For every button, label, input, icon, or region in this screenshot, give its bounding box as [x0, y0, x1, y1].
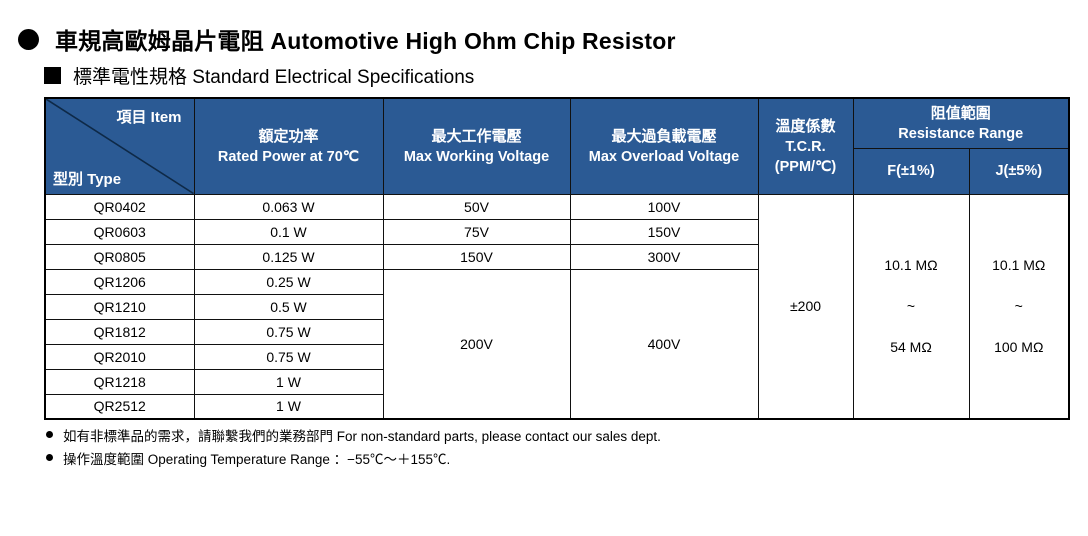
cell-tcr-merged: ±200: [757, 193, 854, 420]
page-title: 車規高歐姆晶片電阻 Automotive High Ohm Chip Resis…: [55, 28, 676, 54]
bullet-circle-icon: [18, 28, 39, 50]
header-type-label: 型別 Type: [53, 170, 122, 188]
header-working-voltage-zh: 最大工作電壓: [431, 127, 522, 145]
spec-table: 項目 Item 型別 Type 額定功率 Rated Power at 70℃ …: [44, 97, 1071, 420]
resistance-f-max: 54 MΩ: [890, 339, 932, 356]
cell-type: QR1218: [44, 368, 195, 395]
header-resistance-en: Resistance Range: [898, 125, 1024, 142]
header-working-voltage: 最大工作電壓 Max Working Voltage: [382, 97, 571, 195]
cell-power: 0.1 W: [193, 218, 384, 245]
cell-working-voltage: 150V: [382, 243, 571, 270]
cell-power: 1 W: [193, 368, 384, 395]
cell-working-voltage: 50V: [382, 193, 571, 220]
header-tolerance-f: F(±1%): [852, 147, 970, 195]
header-tcr-unit: (PPM/℃): [774, 158, 837, 175]
header-overload-voltage-en: Max Overload Voltage: [588, 148, 740, 165]
cell-power: 1 W: [193, 393, 384, 420]
section-subtitle-row: 標準電性規格 Standard Electrical Specification…: [44, 62, 474, 89]
cell-power: 0.125 W: [193, 243, 384, 270]
resistance-j-separator: ~: [1014, 298, 1023, 315]
cell-overload-voltage-merged: 400V: [569, 268, 759, 420]
cell-overload-voltage: 300V: [569, 243, 759, 270]
header-item-type: 項目 Item 型別 Type: [44, 97, 195, 195]
cell-resistance-j-merged: 10.1 MΩ ~ 100 MΩ: [968, 193, 1070, 420]
page-title-row: 車規高歐姆晶片電阻 Automotive High Ohm Chip Resis…: [18, 22, 676, 56]
header-rated-power-zh: 額定功率: [258, 127, 319, 145]
header-tcr-zh: 溫度係數: [775, 117, 836, 135]
diagonal-divider: [46, 99, 194, 194]
footnote-operating-temp: 操作溫度範圍 Operating Temperature Range ：−55℃…: [46, 446, 661, 469]
cell-power: 0.25 W: [193, 268, 384, 295]
resistance-j-min: 10.1 MΩ: [992, 257, 1046, 274]
cell-overload-voltage: 150V: [569, 218, 759, 245]
header-rated-power-en: Rated Power at 70℃: [217, 148, 360, 165]
table-row: QR1210 0.5 W: [44, 293, 1069, 320]
cell-power: 0.5 W: [193, 293, 384, 320]
cell-type: QR1210: [44, 293, 195, 320]
cell-working-voltage: 75V: [382, 218, 571, 245]
cell-working-voltage-merged: 200V: [382, 268, 571, 420]
resistance-j-max: 100 MΩ: [994, 339, 1044, 356]
header-tcr-en: T.C.R.: [785, 138, 826, 155]
cell-type: QR1812: [44, 318, 195, 345]
footnote-nonstandard-text: 如有非標準品的需求，請聯繫我們的業務部門 For non-standard pa…: [63, 428, 661, 444]
header-tolerance-f-label: F(±1%): [887, 163, 935, 179]
cell-type: QR1206: [44, 268, 195, 295]
cell-type: QR0402: [44, 193, 195, 220]
table-row: QR1206 0.25 W 200V 400V: [44, 268, 1069, 420]
cell-power: 0.75 W: [193, 343, 384, 370]
header-working-voltage-en: Max Working Voltage: [403, 148, 550, 165]
table-row: QR2010 0.75 W: [44, 343, 1069, 370]
header-resistance-range: 阻值範圍 Resistance Range: [852, 97, 1070, 149]
resistance-f-separator: ~: [906, 298, 916, 315]
header-resistance-zh: 阻值範圍: [930, 104, 991, 122]
footnotes: 如有非標準品的需求，請聯繫我們的業務部門 For non-standard pa…: [46, 423, 661, 469]
cell-type: QR0603: [44, 218, 195, 245]
table-row: QR2512 1 W: [44, 393, 1069, 420]
note-bullet-icon: [46, 431, 53, 438]
header-overload-voltage-zh: 最大過負載電壓: [611, 127, 717, 145]
cell-power: 0.063 W: [193, 193, 384, 220]
header-overload-voltage: 最大過負載電壓 Max Overload Voltage: [569, 97, 759, 195]
footnote-operating-temp-text: 操作溫度範圍 Operating Temperature Range ：−55℃…: [63, 451, 451, 467]
cell-type: QR0805: [44, 243, 195, 270]
header-tcr: 溫度係數 T.C.R. (PPM/℃): [757, 97, 854, 195]
cell-type: QR2010: [44, 343, 195, 370]
cell-overload-voltage: 100V: [569, 193, 759, 220]
section-subtitle: 標準電性規格 Standard Electrical Specification…: [73, 67, 475, 88]
cell-resistance-f-merged: 10.1 MΩ ~ 54 MΩ: [852, 193, 970, 420]
table-row: QR0402 0.063 W 50V 100V ±200 10.1 MΩ ~ 5…: [44, 193, 1070, 420]
cell-type: QR2512: [44, 393, 195, 420]
table-row: QR0805 0.125 W 150V 300V: [44, 243, 1069, 270]
bullet-square-icon: [44, 67, 61, 84]
header-tolerance-j: J(±5%): [968, 147, 1070, 195]
footnote-nonstandard: 如有非標準品的需求，請聯繫我們的業務部門 For non-standard pa…: [46, 423, 661, 446]
header-item-label: 項目 Item: [116, 109, 182, 126]
table-row: QR1218 1 W: [44, 368, 1069, 395]
header-rated-power: 額定功率 Rated Power at 70℃: [193, 97, 384, 195]
resistance-f-min: 10.1 MΩ: [884, 257, 938, 274]
header-tolerance-j-label: J(±5%): [995, 163, 1043, 179]
cell-power: 0.75 W: [193, 318, 384, 345]
note-bullet-icon: [46, 454, 53, 461]
table-row: QR1812 0.75 W: [44, 318, 1069, 345]
